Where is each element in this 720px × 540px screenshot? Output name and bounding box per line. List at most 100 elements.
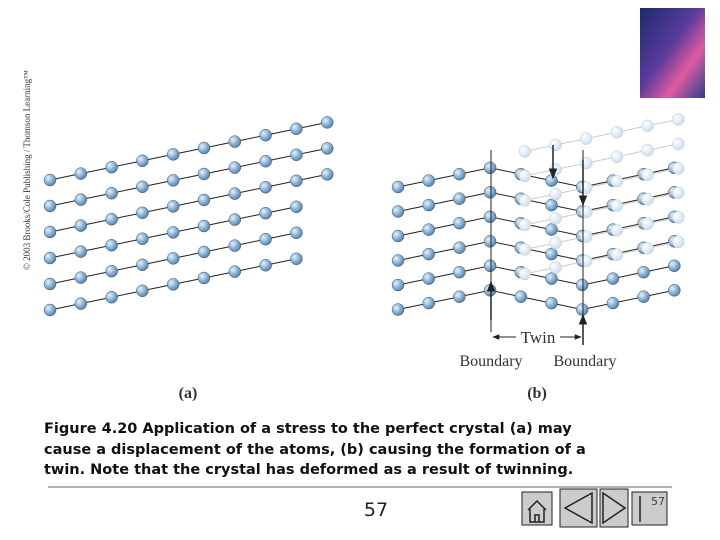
nav-next[interactable]: [599, 488, 629, 528]
atom: [105, 238, 118, 252]
caption-line: cause a displacement of the atoms, (b) c…: [44, 442, 586, 458]
atom: [320, 168, 334, 181]
ghost-atom: [518, 194, 532, 207]
atom: [545, 272, 558, 285]
atom: [668, 259, 681, 273]
atom: [43, 303, 57, 317]
atom: [74, 219, 88, 232]
atom: [43, 251, 57, 265]
atom: [136, 258, 149, 272]
atom: [197, 167, 211, 181]
atom: [453, 216, 466, 230]
atom: [514, 290, 528, 303]
atom: [105, 212, 118, 226]
atom: [105, 160, 118, 174]
atom: [197, 141, 211, 155]
atom: [483, 235, 497, 248]
atom: [606, 272, 620, 285]
ghost-atom: [579, 205, 593, 219]
bond-line: [397, 289, 675, 311]
atom: [166, 226, 180, 239]
ghost-atom: [549, 187, 562, 201]
bond-line: [49, 121, 328, 181]
atom: [43, 225, 57, 239]
ghost-atom: [610, 150, 624, 163]
atom: [166, 200, 180, 213]
atom: [228, 239, 242, 252]
atom: [545, 247, 558, 261]
atom: [637, 265, 650, 279]
atom: [453, 290, 466, 303]
atom: [422, 223, 435, 236]
ghost-atom: [549, 236, 562, 250]
atom: [668, 284, 681, 297]
atom: [453, 265, 466, 279]
ghost-atom: [641, 119, 654, 133]
atom: [105, 186, 118, 200]
atom: [136, 232, 149, 246]
atom: [391, 229, 405, 243]
crystal-figure: [43, 113, 685, 317]
atom: [228, 161, 242, 174]
atom: [197, 219, 211, 233]
ghost-atom: [672, 137, 685, 151]
ghost-atom: [579, 254, 593, 268]
ghost-atom: [518, 267, 532, 281]
atom: [453, 241, 466, 254]
caption-line: Figure 4.20 Application of a stress to t…: [44, 421, 572, 437]
atom: [422, 247, 435, 261]
atom: [545, 174, 558, 187]
atom: [483, 161, 497, 175]
page-number: 57: [364, 499, 388, 521]
atom: [606, 296, 620, 310]
ghost-atom: [579, 230, 593, 243]
atom: [391, 180, 405, 194]
nav-end[interactable]: 57: [631, 491, 668, 526]
ghost-atom: [641, 242, 654, 255]
atom: [391, 205, 405, 218]
atom: [166, 174, 180, 187]
nav-previous[interactable]: [559, 488, 598, 528]
atom: [105, 290, 118, 304]
ghost-atom: [518, 169, 532, 183]
atom: [259, 180, 272, 194]
atom: [74, 245, 88, 258]
atom: [197, 245, 211, 259]
atom: [422, 296, 435, 310]
ghost-atom: [672, 162, 685, 175]
ghost-atom: [518, 145, 532, 158]
bond-line: [397, 265, 675, 286]
panel-label: (a): [179, 385, 198, 402]
atom: [422, 272, 435, 285]
atom: [136, 284, 149, 298]
ghost-atom: [579, 132, 593, 145]
twin-label: Twin: [521, 328, 556, 347]
ghost-atom: [641, 217, 654, 231]
ghost-atom: [610, 248, 624, 261]
ghost-atom: [641, 193, 654, 206]
nav-home[interactable]: [521, 491, 553, 526]
atom: [43, 199, 57, 213]
atom: [136, 180, 149, 194]
bond-line: [524, 143, 679, 177]
atom: [483, 210, 497, 224]
atom: [43, 277, 57, 291]
atom: [483, 259, 497, 273]
atom: [290, 252, 303, 266]
atom: [259, 128, 272, 142]
atom: [575, 303, 589, 316]
atom: [228, 187, 242, 200]
ghost-atom: [672, 186, 685, 200]
atom: [320, 116, 334, 129]
atom: [453, 167, 466, 181]
atom: [74, 271, 88, 284]
ghost-atom: [549, 163, 562, 176]
atom: [197, 193, 211, 207]
bond-line: [397, 216, 675, 237]
ghost-atom: [610, 174, 624, 188]
atom: [545, 198, 558, 212]
ghost-atom: [610, 125, 624, 139]
atom: [197, 271, 211, 285]
atom: [320, 142, 334, 155]
